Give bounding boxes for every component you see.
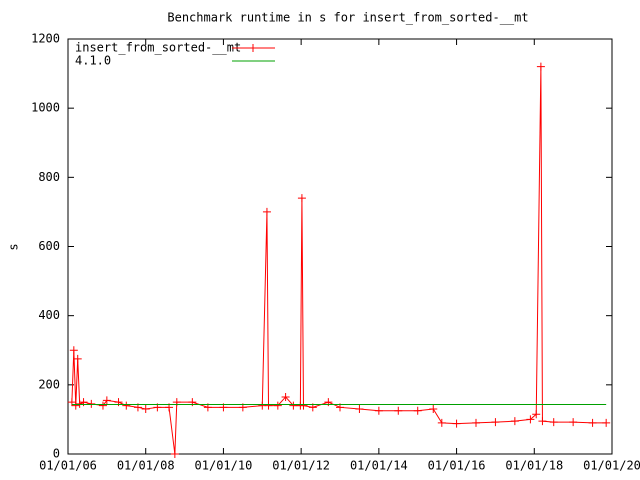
point-marker — [413, 406, 422, 415]
point-marker — [602, 418, 611, 427]
x-tick-label: 01/01/16 — [428, 459, 486, 473]
point-marker — [472, 418, 480, 427]
point-marker — [281, 392, 290, 401]
point-marker — [588, 418, 597, 427]
point-marker — [98, 401, 107, 410]
point-marker — [374, 406, 383, 415]
chart-title: Benchmark runtime in s for insert_from_s… — [167, 11, 528, 25]
point-marker — [102, 396, 111, 405]
point-marker — [87, 399, 96, 408]
point-marker — [355, 405, 364, 414]
point-marker — [394, 406, 403, 415]
point-marker — [299, 401, 308, 410]
point-marker — [510, 417, 519, 426]
x-tick-label: 01/01/18 — [505, 459, 563, 473]
x-tick-label: 01/01/10 — [195, 459, 253, 473]
point-marker — [452, 419, 461, 428]
y-tick-label: 1200 — [31, 32, 60, 46]
y-tick-label: 1000 — [31, 101, 60, 115]
point-marker — [437, 418, 446, 427]
point-marker — [122, 401, 131, 410]
point-marker — [75, 399, 84, 408]
point-marker — [429, 405, 438, 414]
point-marker — [264, 401, 273, 410]
legend-label: insert_from_sorted-__mt — [75, 41, 241, 55]
legend-label: 4.1.0 — [75, 54, 111, 68]
point-marker — [262, 207, 271, 216]
point-marker — [289, 401, 298, 410]
x-tick-label: 01/01/20 — [583, 459, 640, 473]
legend-marker — [249, 44, 257, 52]
point-marker — [273, 401, 282, 410]
y-tick-label: 600 — [38, 239, 60, 253]
point-marker — [67, 398, 76, 407]
y-tick-label: 800 — [38, 170, 60, 184]
point-marker — [536, 62, 545, 71]
y-tick-label: 200 — [38, 377, 60, 391]
point-marker — [69, 346, 78, 355]
point-marker — [538, 417, 547, 426]
x-tick-label: 01/01/14 — [350, 459, 408, 473]
point-marker — [526, 415, 535, 424]
point-marker — [170, 450, 179, 458]
x-tick-label: 01/01/08 — [117, 459, 175, 473]
point-marker — [491, 418, 500, 427]
point-marker — [297, 194, 306, 203]
x-tick-label: 01/01/06 — [39, 459, 97, 473]
point-marker — [141, 405, 150, 414]
x-tick-label: 01/01/12 — [272, 459, 330, 473]
point-marker — [569, 418, 578, 427]
point-marker — [532, 410, 541, 419]
y-axis-label: s — [7, 243, 21, 250]
point-marker — [549, 418, 558, 427]
point-marker — [73, 354, 82, 363]
series-line — [71, 66, 607, 455]
y-tick-label: 0 — [53, 447, 60, 461]
y-tick-label: 400 — [38, 308, 60, 322]
point-marker — [71, 401, 80, 410]
plot-border — [67, 38, 613, 455]
